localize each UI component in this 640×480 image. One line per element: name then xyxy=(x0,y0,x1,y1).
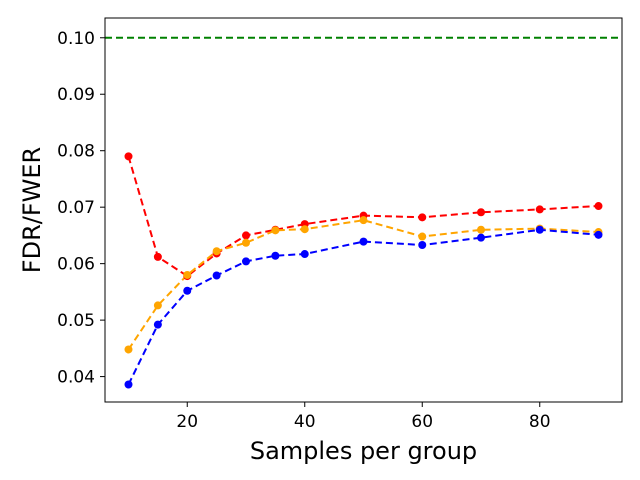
series-1-point xyxy=(183,270,192,279)
series-2-point xyxy=(418,241,427,250)
series-1-point xyxy=(359,216,368,225)
series-1-point xyxy=(212,247,221,256)
series-0-point xyxy=(242,231,250,240)
y-tick-label: 0.05 xyxy=(57,311,95,331)
x-tick-label: 40 xyxy=(294,412,316,432)
x-tick-label: 80 xyxy=(529,412,551,432)
series-2-point xyxy=(183,286,192,295)
y-tick-label: 0.06 xyxy=(57,255,95,275)
series-1-point xyxy=(242,238,250,247)
series-0-point xyxy=(535,205,544,214)
series-1-point xyxy=(418,232,427,241)
series-2-point xyxy=(359,237,368,246)
series-1-point xyxy=(153,301,162,310)
series-2-point xyxy=(242,257,250,266)
y-tick-label: 0.04 xyxy=(57,368,95,388)
series-0-point xyxy=(594,202,603,211)
series-0-point xyxy=(477,208,485,217)
x-tick-label: 60 xyxy=(411,412,433,432)
series-line-0 xyxy=(127,156,599,278)
y-axis-title: FDR/FWER xyxy=(18,147,46,273)
series-line-1 xyxy=(127,219,599,351)
series-0-point xyxy=(153,252,162,261)
y-tick-label: 0.09 xyxy=(57,85,95,105)
y-tick-label: 0.08 xyxy=(57,142,95,162)
plot-frame xyxy=(104,17,623,403)
series-1-point xyxy=(477,225,485,234)
series-2-point xyxy=(594,230,603,239)
series-2-point xyxy=(477,233,485,242)
y-tick-label: 0.10 xyxy=(57,29,95,49)
series-1-point xyxy=(124,345,133,354)
plot-area xyxy=(105,36,622,389)
series-2-point xyxy=(535,225,544,234)
series-0-point xyxy=(418,213,427,222)
y-tick-label: 0.07 xyxy=(57,198,95,218)
series-2-point xyxy=(153,320,162,329)
x-axis-title: Samples per group xyxy=(250,437,477,465)
axes: 20 40 60 80 0.04 0.05 0.06 0.07 0.08 0.09 0.10 xyxy=(57,17,623,432)
series-2-point xyxy=(212,271,221,280)
series-2-point xyxy=(271,251,280,260)
series-line-2 xyxy=(127,228,599,385)
series-1-point xyxy=(300,225,309,234)
series-2-point xyxy=(300,250,309,259)
series-0-point xyxy=(124,152,133,161)
series-1-point xyxy=(271,226,280,235)
x-tick-label: 20 xyxy=(176,412,198,432)
series-2-point xyxy=(124,380,133,389)
